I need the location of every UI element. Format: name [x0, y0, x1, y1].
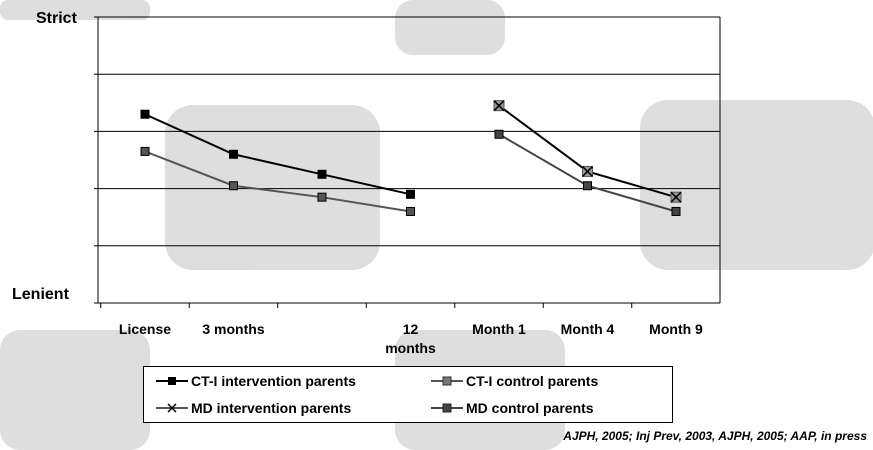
- data-point-x-mark: [581, 165, 594, 177]
- series-line: [144, 150, 411, 213]
- background-watermark: [395, 0, 505, 55]
- background-watermark: [165, 105, 380, 270]
- x-tick-label: 12 months: [385, 321, 436, 356]
- legend-line-square-icon: [431, 403, 463, 413]
- data-point: [317, 192, 327, 202]
- series-2: [493, 100, 682, 203]
- data-point: [229, 149, 238, 159]
- data-point-x-mark: [493, 100, 505, 112]
- legend-label: CT-I control parents: [466, 373, 599, 389]
- series-line: [144, 113, 411, 196]
- series-0: [140, 109, 415, 199]
- legend-item-ct-i-intervention: CT-I intervention parents: [156, 373, 356, 389]
- legend-line-x-icon: [156, 403, 188, 413]
- legend-item-ct-i-control: CT-I control parents: [431, 373, 598, 389]
- data-point: [140, 109, 150, 119]
- x-tick-label: Month 1: [472, 321, 526, 337]
- legend-label: MD intervention parents: [191, 400, 352, 416]
- data-point: [140, 146, 150, 156]
- legend-item-md-intervention: MD intervention parents: [156, 400, 351, 416]
- x-tick-label: Month 9: [649, 321, 703, 337]
- legend-label: CT-I intervention parents: [191, 373, 356, 389]
- source-citation: AJPH, 2005; Inj Prev, 2003, AJPH, 2005; …: [563, 429, 867, 443]
- legend-item-md-control: MD control parents: [431, 400, 594, 416]
- background-watermark: [640, 100, 873, 270]
- data-point: [229, 181, 238, 191]
- data-point: [317, 169, 327, 179]
- data-point: [671, 206, 681, 216]
- y-axis-top-label: Strict: [36, 10, 77, 27]
- data-point-x-mark: [670, 191, 682, 203]
- legend-line-square-icon: [156, 377, 188, 385]
- background-watermark: [0, 0, 150, 20]
- background-watermark: [0, 330, 150, 450]
- series-1: [140, 146, 415, 216]
- series-3: [494, 129, 681, 216]
- legend-label: MD control parents: [466, 400, 594, 416]
- legend-line-square-icon: [431, 376, 463, 386]
- data-point: [583, 181, 592, 191]
- y-axis-bottom-label: Lenient: [12, 286, 69, 303]
- x-tick-label: 3 months: [202, 321, 265, 337]
- chart-legend: CT-I intervention parents CT-I control p…: [143, 366, 673, 423]
- data-point: [406, 189, 415, 199]
- data-point: [494, 129, 504, 139]
- x-tick-label: Month 4: [560, 321, 615, 337]
- x-tick-label: License: [118, 321, 172, 337]
- data-point: [406, 206, 415, 216]
